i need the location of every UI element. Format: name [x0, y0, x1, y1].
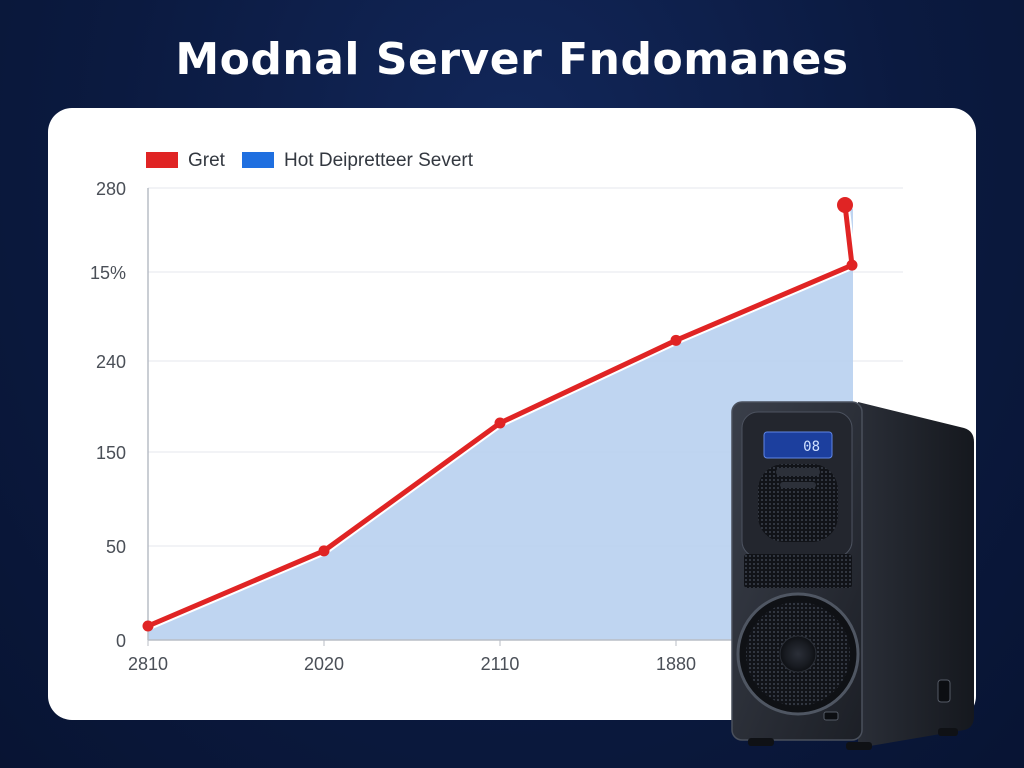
data-point: [318, 545, 330, 557]
series-area: [148, 205, 853, 640]
x-tick-label: 2110: [481, 654, 520, 674]
series-line: [145, 202, 855, 629]
x-tick-label: 2020: [304, 654, 344, 674]
legend-swatch: [146, 152, 178, 168]
data-point: [142, 620, 154, 632]
x-tick-label: 2810: [128, 654, 168, 674]
y-tick-label: 50: [106, 537, 126, 557]
y-tick-label: 280: [96, 179, 126, 199]
data-point: [837, 197, 853, 213]
legend-label: Hot Deipretteer Severt: [284, 150, 474, 171]
legend-label: Gret: [188, 150, 226, 171]
x-tick-label: 1880: [656, 654, 696, 674]
y-tick-label: 15%: [90, 263, 126, 283]
server-tower-image: 08: [731, 401, 974, 750]
y-tick-label: 0: [116, 631, 126, 651]
legend-swatch: [242, 152, 274, 168]
data-point: [670, 334, 682, 346]
y-tick-label: 150: [96, 443, 126, 463]
data-point: [494, 417, 506, 429]
page-title: Modnal Server Fndomanes: [175, 34, 849, 85]
y-tick-label: 240: [96, 352, 126, 372]
data-point: [846, 259, 858, 271]
server-display-text: 08: [803, 439, 820, 455]
